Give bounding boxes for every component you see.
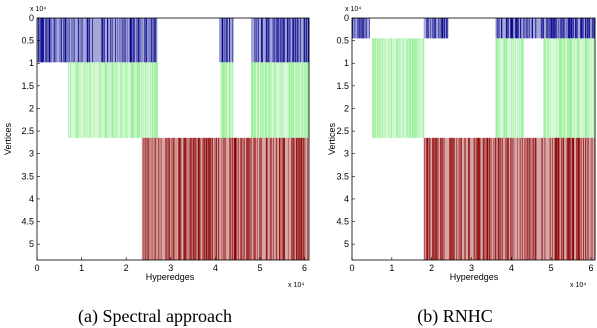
y-tick-label: 1: [344, 58, 349, 68]
panel-a-y-ticks: 0 0.5 1 1.5 2 2.5 3 3.5 4 4.5 5: [21, 13, 40, 249]
y-tick-label: 2.5: [21, 126, 34, 136]
panel-a-x-exponent: x 10⁴: [288, 282, 304, 289]
panel-b-plot-frame: [351, 17, 596, 261]
x-tick-label: 2: [429, 263, 434, 273]
x-tick-label: 6: [589, 263, 594, 273]
x-tick-label: 6: [302, 263, 307, 273]
y-tick-label: 4.5: [21, 217, 34, 227]
y-tick-label: 5: [29, 239, 34, 249]
x-tick-label: 2: [124, 263, 129, 273]
x-tick-label: 3: [469, 263, 474, 273]
panel-a-caption: (a) Spectral approach: [78, 306, 232, 327]
y-tick-label: 3: [344, 149, 349, 159]
y-tick-label: 3: [29, 149, 34, 159]
panel-b-y-ticks: 0 0.5 1 1.5 2 2.5 3 3.5 4 4.5 5: [336, 13, 355, 249]
y-tick-label: 3.5: [21, 171, 34, 181]
y-tick-label: 0.5: [336, 36, 349, 46]
panel-a: 0 0.5 1 1.5 2 2.5 3 3.5 4 4.5 5 0 1 2 3 4 5 6 x 10⁴ x 10…: [3, 6, 310, 327]
block-0-range-2: [251, 18, 309, 63]
panel-b: 0 0.5 1 1.5 2 2.5 3 3.5 4 4.5 5 0 1 2 3 4 5 6 x 10⁴ x 10…: [327, 6, 596, 327]
x-tick-label: 0: [34, 263, 39, 273]
y-tick-label: 4: [344, 194, 349, 204]
panel-b-x-ticks: 0 1 2 3 4 5 6: [349, 257, 594, 273]
block-0: [37, 18, 310, 63]
x-tick-label: 5: [257, 263, 262, 273]
y-tick-label: 0: [29, 13, 34, 23]
panel-b-caption: (b) RNHC: [417, 306, 493, 327]
panel-b-y-label: Vertices: [327, 122, 337, 155]
y-tick-label: 4.5: [336, 217, 349, 227]
panel-a-x-ticks: 0 1 2 3 4 5 6: [34, 257, 307, 273]
y-tick-label: 2.5: [336, 126, 349, 136]
x-tick-label: 3: [168, 263, 173, 273]
panel-b-y-exponent: x 10⁴: [345, 6, 361, 13]
block-1: [68, 62, 310, 138]
x-tick-label: 4: [213, 263, 218, 273]
panel-b-x-label: Hyperedges: [450, 272, 499, 282]
panel-a-y-exponent: x 10⁴: [30, 6, 46, 13]
y-tick-label: 3.5: [336, 171, 349, 181]
y-tick-label: 5: [344, 239, 349, 249]
y-tick-label: 1.5: [21, 81, 34, 91]
block-2: [423, 137, 596, 260]
block-0: [352, 18, 596, 39]
y-tick-label: 2: [29, 103, 34, 113]
block-1-range-1: [495, 38, 524, 138]
panel-a-marks: [37, 18, 310, 260]
panel-b-x-exponent: x 10⁴: [570, 282, 586, 289]
y-tick-label: 0.5: [21, 36, 34, 46]
panel-b-marks: [352, 18, 596, 260]
y-tick-label: 1: [29, 58, 34, 68]
y-tick-label: 4: [29, 194, 34, 204]
block-0-range-0: [352, 18, 370, 39]
x-tick-label: 1: [79, 263, 84, 273]
x-tick-label: 0: [349, 263, 354, 273]
block-1: [371, 38, 596, 138]
x-tick-label: 4: [509, 263, 514, 273]
panel-a-plot-frame: [36, 17, 310, 261]
panel-a-x-label: Hyperedges: [146, 272, 195, 282]
panel-a-y-label: Vertices: [3, 122, 13, 155]
block-2: [141, 137, 309, 260]
x-tick-label: 5: [549, 263, 554, 273]
y-tick-label: 2: [344, 103, 349, 113]
y-tick-label: 1.5: [336, 81, 349, 91]
y-tick-label: 0: [344, 13, 349, 23]
x-tick-label: 1: [389, 263, 394, 273]
